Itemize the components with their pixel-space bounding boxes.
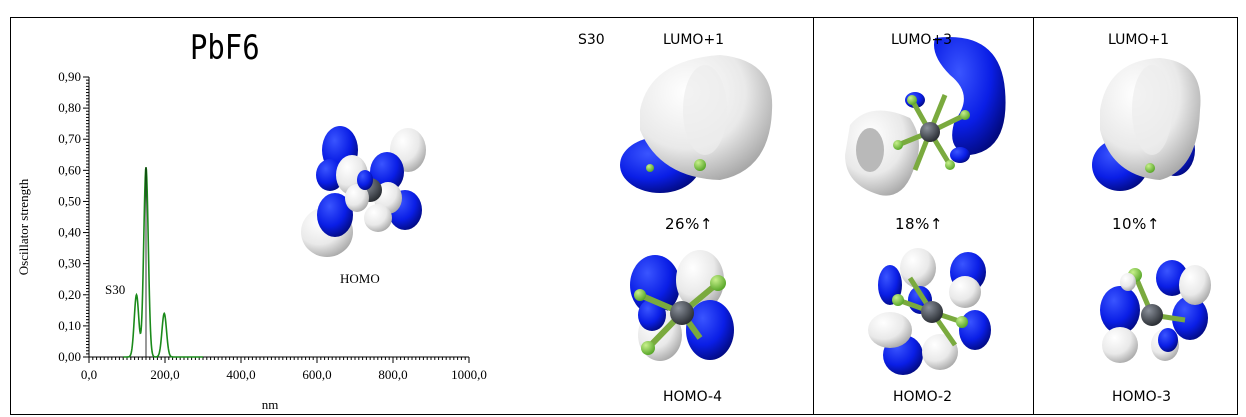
col2-top-orbital-label: LUMO+3 [891, 32, 952, 48]
col2-bottom-orbital-label: HOMO-2 [893, 389, 952, 405]
homo-minus-2-orbital-image [868, 248, 991, 375]
col3-top-orbital-label: LUMO+1 [1108, 32, 1169, 48]
col3-percent-label: 10%↑ [1112, 215, 1160, 233]
col1-top-orbital-label: LUMO+1 [663, 32, 724, 48]
col1-percent-label: 26%↑ [665, 215, 713, 233]
lumo-plus-3-orbital-image [845, 37, 1006, 196]
lumo-plus-1-orbital-image [620, 55, 772, 193]
col3-bottom-orbital-label: HOMO-3 [1112, 389, 1171, 405]
col1-bottom-orbital-label: HOMO-4 [663, 389, 722, 405]
lumo-plus-1-orbital-image-2 [1092, 58, 1201, 191]
homo-minus-4-orbital-image [630, 250, 734, 361]
homo-minus-3-orbital-image [1100, 260, 1211, 363]
state-label: S30 [578, 32, 605, 48]
homo-orbital-image [301, 126, 426, 257]
col2-percent-label: 18%↑ [895, 215, 943, 233]
